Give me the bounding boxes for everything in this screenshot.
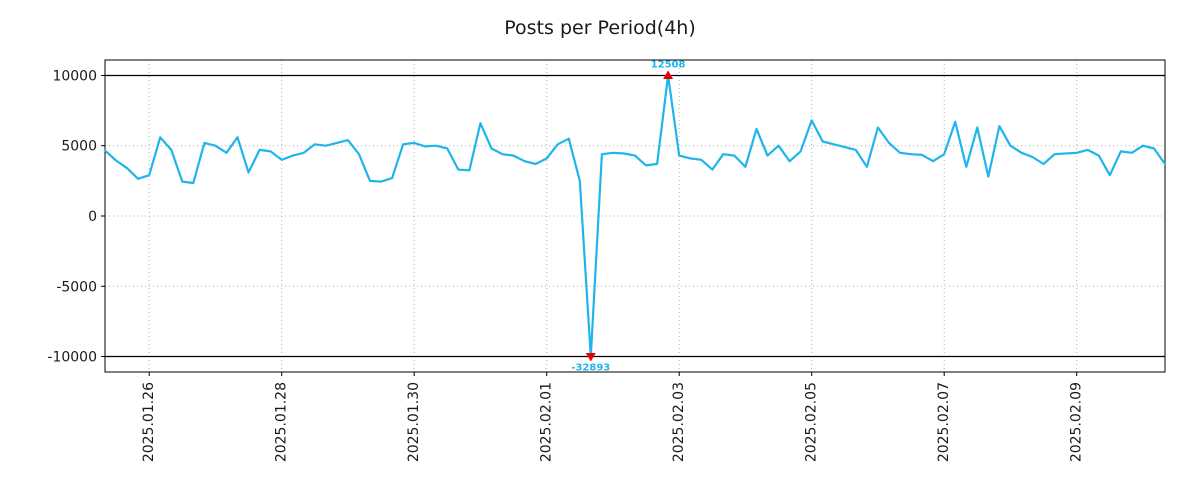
y-tick-label: -5000 (56, 279, 97, 295)
x-tick-label: 2025.01.26 (141, 382, 157, 462)
x-tick-label: 2025.02.01 (539, 382, 555, 462)
plot-border (104, 59, 1166, 373)
y-tick-label: -10000 (47, 350, 97, 366)
x-tick-label: 2025.02.09 (1069, 382, 1085, 462)
chart-title: Posts per Period(4h) (504, 17, 696, 39)
spike-annotation-label: 12508 (651, 60, 686, 71)
posts-data-line (103, 74, 1167, 358)
spike-annotation-label: -32893 (571, 363, 610, 374)
x-tick-label: 2025.02.03 (671, 382, 687, 462)
x-tick-label: 2025.01.30 (406, 382, 422, 462)
y-tick-label: 10000 (52, 69, 97, 85)
spike-marker-down-icon (585, 353, 596, 362)
y-tick-label: 0 (88, 209, 97, 225)
y-tick-label: 5000 (61, 139, 97, 155)
x-tick-label: 2025.01.28 (274, 382, 290, 462)
x-tick-label: 2025.02.05 (804, 382, 820, 462)
x-tick-label: 2025.02.07 (936, 382, 952, 462)
spike-marker-up-icon (663, 70, 674, 79)
